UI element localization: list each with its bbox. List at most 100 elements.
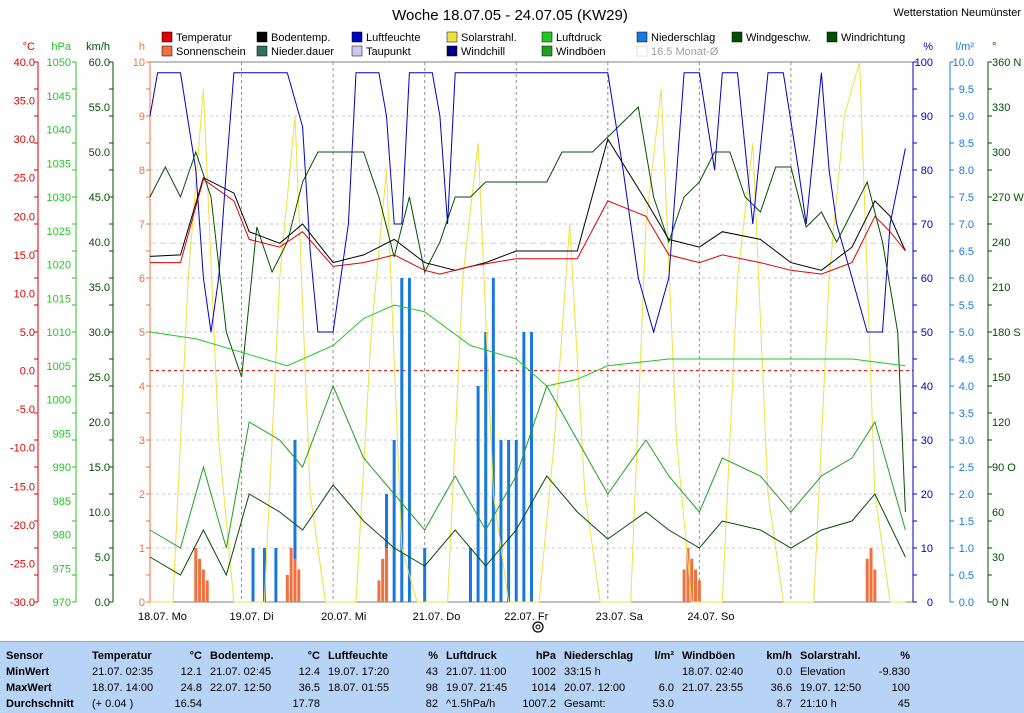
table-cell: Gesamt: 53.0 <box>564 696 674 712</box>
axis-tick-label: 10.0 <box>89 507 110 519</box>
cell-time: 19.07. 21:45 <box>446 682 508 694</box>
cell-value: 43 <box>425 666 438 678</box>
axis-unit: ° <box>992 41 996 53</box>
table-cell: Elevation -9.830 <box>800 664 910 680</box>
cell-time: (+ 0.04 ) <box>92 698 134 710</box>
x-tick-label: 20.07. Mi <box>321 611 366 623</box>
legend-swatch <box>446 31 458 43</box>
axis-tick-label: 3 <box>139 435 145 447</box>
legend-swatch <box>351 45 363 57</box>
cell-time: Gesamt: <box>564 698 606 710</box>
cell-value: 53.0 <box>652 698 674 710</box>
line-windrichtung <box>149 105 906 513</box>
axis-tick-label: 60.0 <box>89 57 110 69</box>
cell-value: 82 <box>425 698 438 710</box>
table-cell: 8.7 <box>682 696 792 712</box>
x-tick-label: 19.07. Di <box>230 611 274 623</box>
table-header: Solarstrahl.% <box>800 648 910 664</box>
axis-tick-label: 5.5 <box>959 300 974 312</box>
axis-tick-label: -20.0 <box>10 520 35 532</box>
header-label: Bodentemp. <box>210 650 274 662</box>
bar-niederschlag <box>476 386 480 602</box>
axis-tick-label: 6.0 <box>959 273 974 285</box>
axis-tick-label: 990 <box>53 462 71 474</box>
table-cell: Durchschnitt <box>6 696 86 712</box>
legend-label: Luftfeuchte <box>366 32 420 44</box>
axis-tick-label: 10.0 <box>14 288 35 300</box>
axis-tick-label: 120 <box>992 417 1010 429</box>
axis-tick-label: 985 <box>53 496 71 508</box>
axis-tick-label: 0.0 <box>95 597 110 609</box>
axis-tick-label: 3.5 <box>959 408 974 420</box>
axis-tick-label: -25.0 <box>10 558 35 570</box>
bar-niederschlag <box>499 440 503 602</box>
axis-tick-label: 1025 <box>47 226 71 238</box>
bar-niederschlag <box>491 278 495 602</box>
axis-tick-label: -15.0 <box>10 481 35 493</box>
legend-label: Solarstrahl. <box>461 32 517 44</box>
axis-tick-label: -10.0 <box>10 443 35 455</box>
bar-sonnenschein <box>869 548 873 602</box>
line-series <box>149 61 906 603</box>
axis-tick-label: 90 O <box>992 462 1016 474</box>
line-solarstrahl <box>150 61 906 603</box>
table-header: Luftfeuchte% <box>328 648 438 664</box>
table-cell: 82 <box>328 696 438 712</box>
row-label: MaxWert <box>6 682 52 694</box>
axis-tick-label: 330 <box>992 102 1010 114</box>
header-unit: km/h <box>766 650 792 662</box>
axis-tick-label: 15.0 <box>89 462 110 474</box>
axis-unit: % <box>923 41 933 53</box>
cell-value: 36.5 <box>298 682 320 694</box>
cell-value: 98 <box>425 682 438 694</box>
table-header: Sensor <box>6 648 86 664</box>
legend-label: Windgeschw. <box>746 32 811 44</box>
axis-tick-label: 20.0 <box>89 417 110 429</box>
x-tick-label: 18.07. Mo <box>138 611 187 623</box>
axis-tick-label: 1000 <box>47 395 71 407</box>
header-label: Luftdruck <box>446 650 497 662</box>
bar-sonnenschein <box>205 580 209 602</box>
axis-tick-label: 30 <box>992 552 1004 564</box>
row-label: MinWert <box>6 666 50 678</box>
table-cell: 22.07. 12:50 36.5 <box>210 680 320 696</box>
bar-niederschlag <box>392 440 396 602</box>
axis-tick-label: 1035 <box>47 158 71 170</box>
axis-tick-label: 1040 <box>47 125 71 137</box>
bar-niederschlag <box>407 278 411 602</box>
table-cell: MinWert <box>6 664 86 680</box>
axis-unit: hPa <box>51 41 71 53</box>
header-unit: % <box>900 650 910 662</box>
legend-swatch <box>541 31 553 43</box>
axis-tick-label: 55.0 <box>89 102 110 114</box>
cell-value: 6.0 <box>658 682 674 694</box>
axis-tick-label: 9 <box>139 111 145 123</box>
axis-tick-label: 10 <box>133 57 145 69</box>
axis-tick-label: 0 N <box>992 597 1009 609</box>
line-luftfeuchte <box>149 72 906 334</box>
legend-label: Windrichtung <box>841 32 905 44</box>
axis-tick-label: 4.5 <box>959 354 974 366</box>
legend-swatch <box>161 45 173 57</box>
bar-sonnenschein <box>865 558 869 602</box>
bar-sonnenschein <box>697 580 701 602</box>
header-label: Niederschlag <box>564 650 634 662</box>
table-column: Windböen km/h 18.07. 02:40 0.0 21.07. 23:55 3… <box>682 648 792 712</box>
cell-time: 19.07. 12:50 <box>800 682 862 694</box>
station-name: Wetterstation Neumünster <box>893 7 1021 19</box>
cell-value: 45 <box>897 698 910 710</box>
axis-tick-label: 30.0 <box>89 327 110 339</box>
axis-tick-label: 975 <box>53 563 71 575</box>
axis-tick-label: 6 <box>139 273 145 285</box>
now-marker-icon[interactable] <box>532 621 544 633</box>
weather-chart: Woche 18.07.05 - 24.07.05 (KW29) Wetters… <box>10 7 1024 633</box>
x-tick-label: 23.07. Sa <box>596 611 644 623</box>
cell-time: 21:10 h <box>800 698 837 710</box>
axis-unit: h <box>139 41 145 53</box>
table-cell: 18.07. 14:00 24.8 <box>92 680 202 696</box>
bar-sonnenschein <box>194 548 198 602</box>
bar-sonnenschein <box>381 558 385 602</box>
axis-tick-label: 300 <box>992 147 1010 159</box>
legend-label: Temperatur <box>176 32 232 44</box>
axis-tick-label: 15.0 <box>14 250 35 262</box>
